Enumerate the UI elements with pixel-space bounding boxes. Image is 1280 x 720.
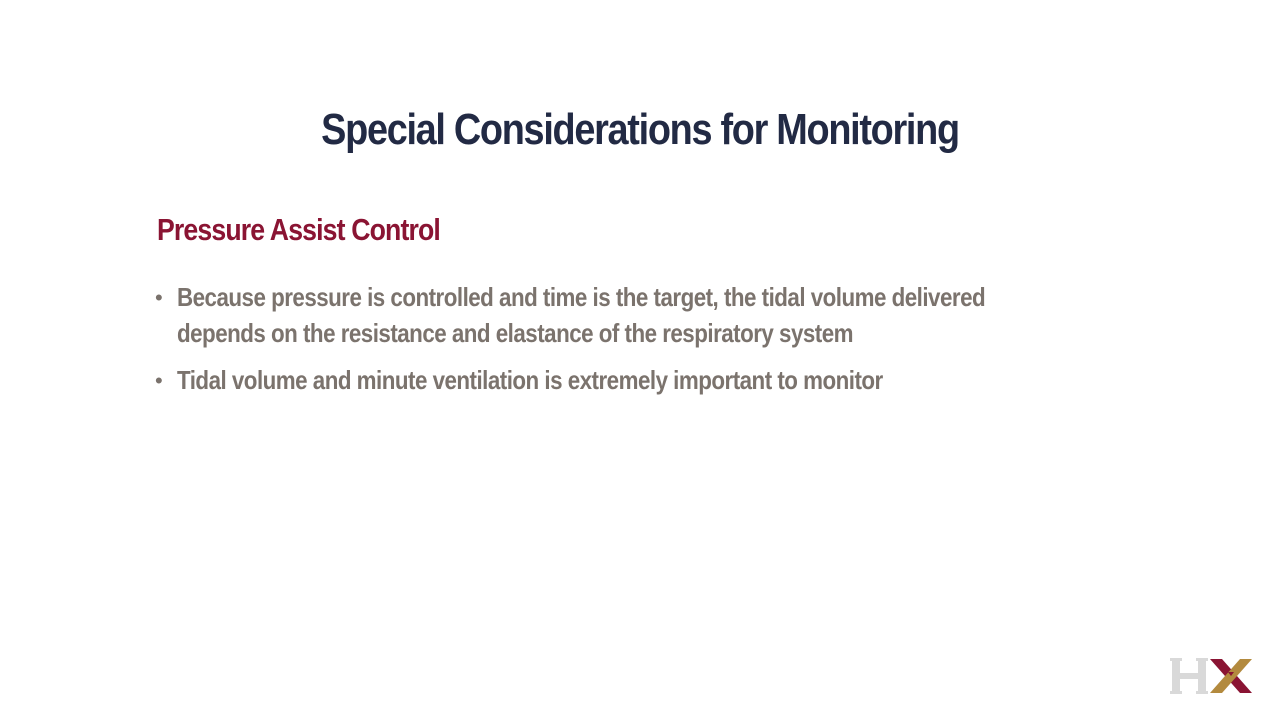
bullet-text: Because pressure is controlled and time … (177, 282, 986, 348)
hx-logo-icon (1170, 658, 1252, 694)
bullet-icon: • (155, 368, 163, 393)
bullet-list: • Because pressure is controlled and tim… (155, 280, 1215, 411)
section-heading: Pressure Assist Control (157, 212, 441, 247)
list-item: • Because pressure is controlled and tim… (155, 280, 1215, 351)
logo-x-letter (1210, 659, 1252, 693)
bullet-text: Tidal volume and minute ventilation is e… (177, 365, 883, 395)
list-item: • Tidal volume and minute ventilation is… (155, 363, 1215, 399)
bullet-icon: • (155, 285, 163, 310)
slide-title: Special Considerations for Monitoring (321, 105, 960, 154)
logo-h-letter (1170, 658, 1208, 694)
